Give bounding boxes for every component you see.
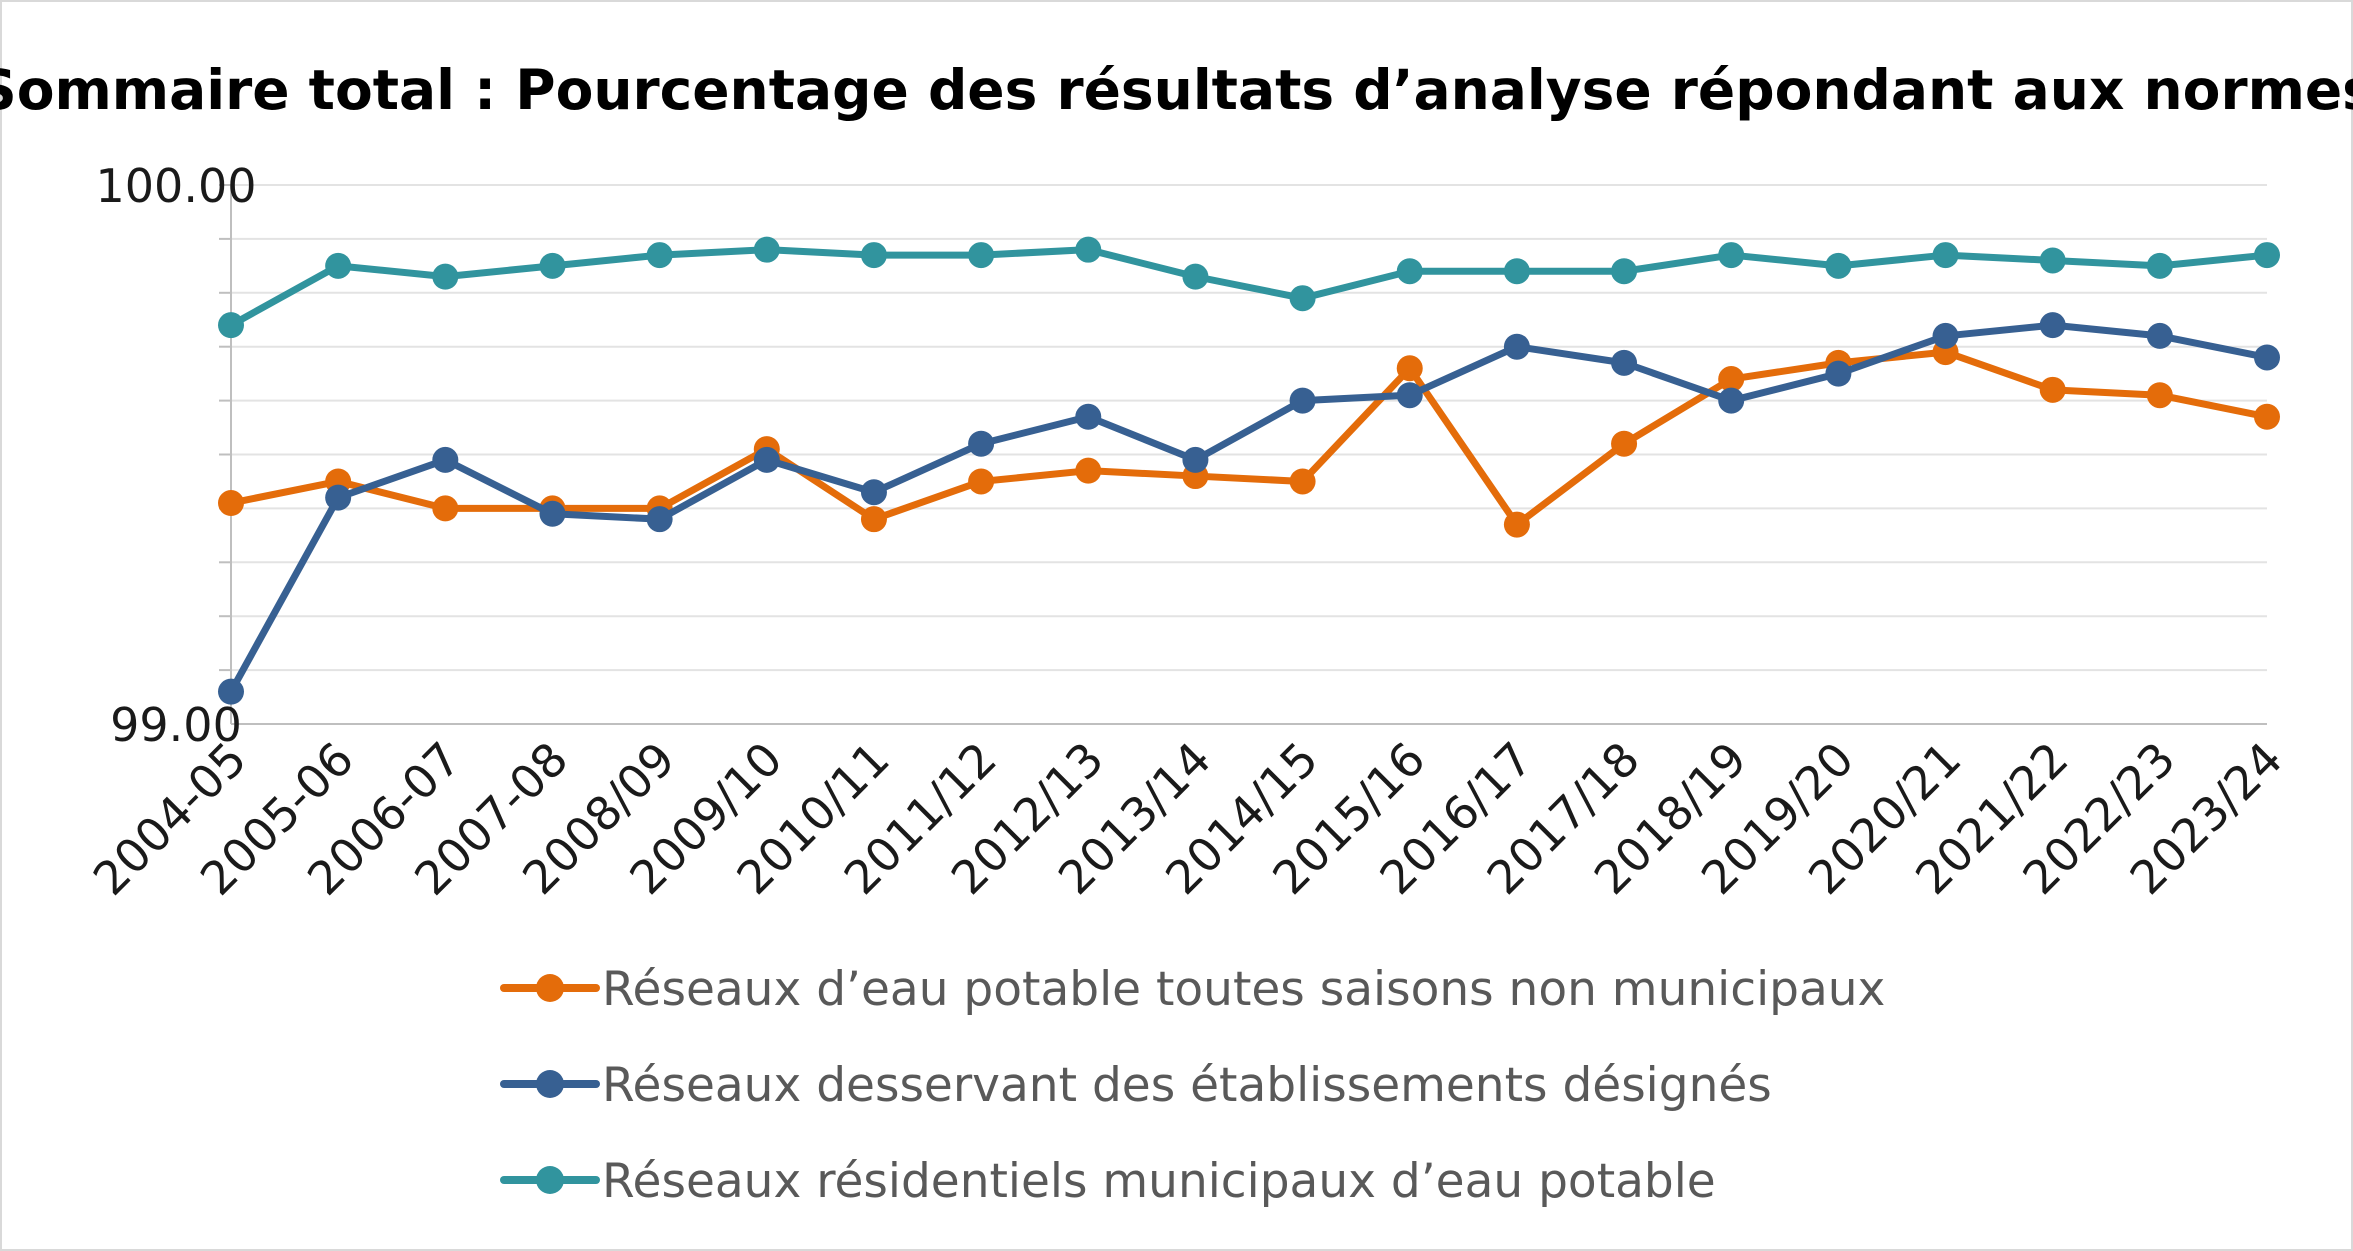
data-point xyxy=(1396,382,1423,409)
legend-key-marker xyxy=(536,1166,564,1194)
data-point xyxy=(2146,382,2173,409)
data-point xyxy=(860,479,887,506)
data-point xyxy=(325,484,352,511)
y-axis-ticks: 99.00 100.00 xyxy=(96,159,257,752)
data-point xyxy=(2039,312,2066,339)
data-point xyxy=(539,252,566,279)
data-point xyxy=(1718,387,1745,414)
legend-label: Réseaux résidentiels municipaux d’eau po… xyxy=(602,1154,1716,1209)
data-point xyxy=(968,468,995,495)
data-point xyxy=(2146,252,2173,279)
data-point xyxy=(1718,366,1745,393)
data-point xyxy=(1289,285,1316,312)
data-point xyxy=(218,678,244,705)
legend-item: Réseaux d’eau potable toutes saisons non… xyxy=(500,962,1885,1017)
data-point xyxy=(1396,355,1423,382)
data-point xyxy=(1396,258,1423,285)
data-point xyxy=(432,263,459,290)
data-point xyxy=(1718,242,1745,269)
data-point xyxy=(325,252,352,279)
data-point xyxy=(432,446,459,473)
chart-title: Sommaire total : Pourcentage des résulta… xyxy=(0,58,2353,122)
data-point xyxy=(1075,403,1102,430)
data-point xyxy=(1611,430,1638,457)
data-point xyxy=(753,236,780,263)
series-line xyxy=(227,348,2271,529)
data-point xyxy=(1503,258,1530,285)
series xyxy=(218,236,2280,705)
data-point xyxy=(218,490,244,517)
data-point xyxy=(2146,322,2173,349)
data-point xyxy=(1075,457,1102,484)
data-point xyxy=(968,242,995,269)
legend-label: Réseaux d’eau potable toutes saisons non… xyxy=(602,962,1885,1017)
legend-item: Réseaux desservant des établissements dé… xyxy=(500,1058,1772,1113)
data-point xyxy=(2254,242,2280,269)
data-point xyxy=(968,430,995,457)
data-point xyxy=(2254,344,2280,371)
legend: Réseaux d’eau potable toutes saisons non… xyxy=(500,962,1885,1209)
legend-key-marker xyxy=(536,974,564,1002)
data-point xyxy=(2039,376,2066,403)
data-point xyxy=(218,312,244,339)
data-point xyxy=(1611,258,1638,285)
data-point xyxy=(646,242,673,269)
y-tick-label: 99.00 xyxy=(110,698,242,752)
data-point xyxy=(1825,360,1852,387)
data-point xyxy=(860,242,887,269)
data-point xyxy=(1503,333,1530,360)
legend-item: Réseaux résidentiels municipaux d’eau po… xyxy=(500,1154,1716,1209)
series-3 xyxy=(218,236,2280,339)
series-line xyxy=(227,246,2271,329)
data-point xyxy=(1289,468,1316,495)
data-point xyxy=(1825,252,1852,279)
axes xyxy=(230,185,2267,725)
data-point xyxy=(2039,247,2066,274)
data-point xyxy=(1182,446,1209,473)
legend-key-marker xyxy=(536,1070,564,1098)
data-point xyxy=(1075,236,1102,263)
data-point xyxy=(1611,349,1638,376)
data-point xyxy=(753,446,780,473)
data-point xyxy=(2254,403,2280,430)
data-point xyxy=(646,506,673,533)
data-point xyxy=(1182,263,1209,290)
data-point xyxy=(432,495,459,522)
legend-label: Réseaux desservant des établissements dé… xyxy=(602,1058,1772,1113)
data-point xyxy=(1932,322,1959,349)
gridlines xyxy=(219,184,2267,672)
series-2 xyxy=(218,312,2280,705)
series-line xyxy=(227,321,2271,696)
data-point xyxy=(1932,242,1959,269)
y-tick-label: 100.00 xyxy=(96,159,257,213)
data-point xyxy=(1503,511,1530,538)
x-axis-ticks: 2004-052005-062006-072007-082008/092009/… xyxy=(83,732,2293,906)
data-point xyxy=(1289,387,1316,414)
data-point xyxy=(860,506,887,533)
data-point xyxy=(539,500,566,527)
